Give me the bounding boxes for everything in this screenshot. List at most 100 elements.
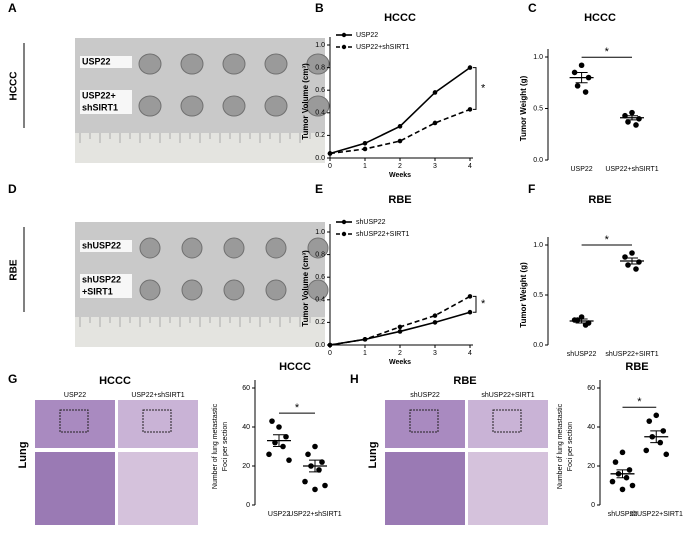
chart-title: RBE	[588, 194, 611, 206]
point	[327, 342, 333, 348]
tumor	[265, 279, 287, 301]
point	[327, 151, 333, 156]
point	[578, 314, 585, 320]
point	[612, 459, 619, 465]
x-tick-label: 1	[363, 350, 367, 357]
point	[582, 322, 589, 328]
panel-letter: E	[315, 182, 323, 196]
x-tick-label: USP22+shSIRT1	[605, 166, 658, 173]
point	[397, 124, 403, 129]
error-bar	[626, 115, 638, 121]
y-tick-label: 1.0	[315, 42, 325, 49]
point	[619, 486, 626, 493]
y-tick-label: 0.0	[315, 342, 325, 349]
row-label: Lung	[367, 442, 379, 469]
row-label: RBE	[9, 259, 20, 280]
point	[467, 309, 473, 315]
significance-label: *	[605, 46, 610, 58]
label-bg	[80, 56, 132, 68]
column-label: USP22+shSIRT1	[131, 392, 184, 399]
group-label: USP22	[82, 56, 111, 66]
point	[467, 294, 473, 299]
x-tick-label: shUSP22	[608, 511, 638, 518]
tumor	[181, 237, 203, 259]
x-tick-label: USP22	[571, 166, 593, 173]
panel-letter: F	[528, 182, 535, 196]
point	[269, 418, 275, 424]
point	[319, 459, 325, 465]
chart-title: HCCC	[279, 361, 311, 373]
point	[467, 107, 473, 112]
y-tick-label: 0.4	[315, 297, 325, 304]
y-tick-label: 0.0	[533, 342, 543, 349]
group-label: shUSP22	[82, 274, 121, 284]
point	[467, 65, 473, 70]
error-bar	[309, 459, 321, 473]
panel-letter: C	[528, 1, 537, 15]
x-tick-label: 3	[433, 163, 437, 170]
column-label: shUSP22+SIRT1	[481, 392, 534, 399]
y-tick-label: 1.0	[315, 229, 325, 236]
point	[266, 451, 272, 458]
y-tick-label: 1.0	[533, 54, 543, 61]
zoom-box	[492, 409, 522, 433]
y-tick-label: 60	[587, 385, 595, 392]
y-tick-label: 40	[587, 424, 595, 431]
tumor	[265, 237, 287, 259]
tumor	[138, 53, 162, 75]
x-axis-label: Weeks	[389, 359, 411, 366]
column-label: USP22	[64, 392, 86, 399]
y-tick-label: 0.6	[315, 274, 325, 281]
label-bg	[80, 90, 132, 102]
x-tick-label: shUSP22+SIRT1	[605, 351, 658, 358]
tumor	[139, 279, 161, 301]
y-tick-label: 0.6	[315, 87, 325, 94]
panel-letter: B	[315, 1, 324, 15]
point	[312, 443, 318, 450]
y-axis-label: Foci per section	[567, 422, 574, 472]
chart-title: HCCC	[384, 12, 416, 24]
point	[622, 112, 628, 119]
y-tick-label: 0.0	[315, 155, 325, 162]
y-tick-label: 0.8	[315, 64, 325, 71]
y-tick-label: 0.5	[533, 292, 543, 299]
point	[322, 482, 328, 489]
zoom-box	[59, 409, 89, 433]
y-axis-label: Number of lung metastastic	[557, 403, 564, 489]
group-label: shSIRT1	[82, 102, 118, 112]
point	[397, 324, 403, 330]
histology-title: HCCC	[99, 375, 131, 387]
y-axis-label: Foci per section	[222, 422, 229, 472]
significance-label: *	[295, 402, 300, 414]
panel-letter: A	[8, 1, 17, 15]
series-line	[329, 295, 471, 346]
point	[633, 122, 639, 128]
y-axis-label: Tumor Volume (cm³)	[301, 250, 310, 327]
x-tick-label: shUSP22	[567, 351, 597, 358]
point	[636, 116, 642, 122]
series-line	[329, 108, 471, 155]
point	[276, 424, 282, 430]
point	[625, 262, 631, 268]
histology-image	[468, 400, 548, 448]
y-tick-label: 1.0	[533, 242, 543, 249]
point	[646, 418, 653, 424]
error-bar	[575, 318, 588, 324]
group-label: shUSP22	[82, 240, 121, 250]
point	[362, 337, 368, 342]
tumor	[222, 53, 246, 75]
x-tick-label: shUSP22+SIRT1	[630, 511, 683, 518]
chart-title: HCCC	[584, 12, 616, 24]
significance-label: *	[481, 298, 486, 310]
point	[432, 320, 438, 325]
label-bg	[80, 274, 132, 286]
point	[432, 313, 438, 318]
point	[629, 482, 636, 489]
y-axis-label: Tumor Volume (cm³)	[301, 63, 310, 140]
point	[397, 138, 403, 144]
y-tick-label: 0.2	[315, 132, 325, 139]
point	[571, 69, 578, 76]
tumor	[264, 53, 288, 75]
significance-bracket	[473, 295, 477, 313]
y-tick-label: 0.8	[315, 251, 325, 258]
